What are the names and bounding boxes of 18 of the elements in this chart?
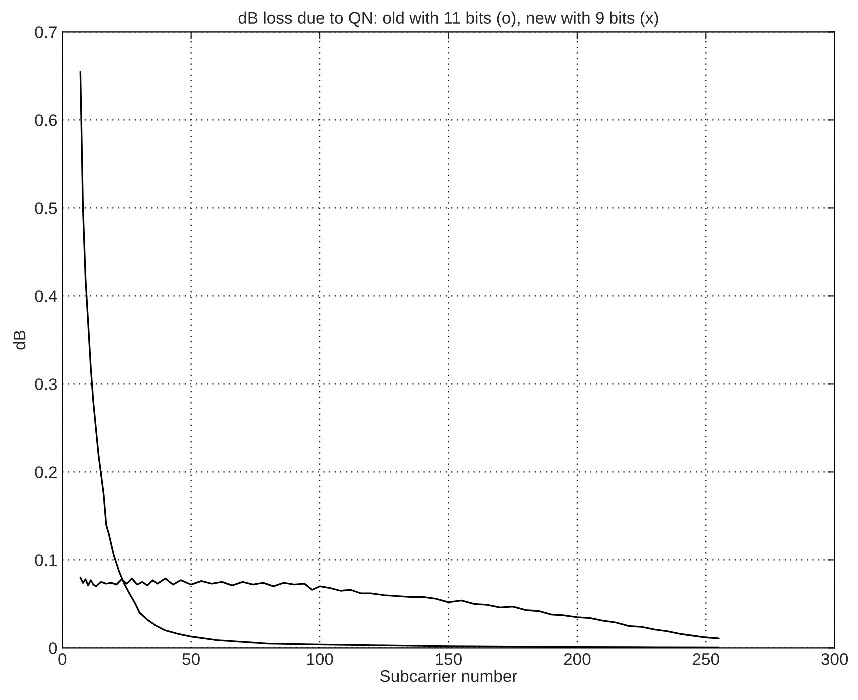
- x-tick-label: 150: [436, 654, 462, 666]
- y-tick-label: 0.2: [35, 466, 57, 478]
- x-tick-label: 50: [182, 654, 200, 666]
- y-tick-label: 0.5: [35, 202, 58, 214]
- y-tick-label: 0: [49, 642, 58, 654]
- y-axis-title: dB: [14, 330, 26, 350]
- chart-title: dB loss due to QN: old with 11 bits (o), new with 9 bits (x): [238, 12, 658, 28]
- x-tick-label: 250: [693, 654, 720, 666]
- y-tick-label: 0.4: [35, 290, 58, 302]
- x-tick-label: 200: [564, 654, 591, 666]
- y-tick-label: 0.1: [35, 554, 57, 566]
- y-tick-label: 0.3: [35, 378, 58, 390]
- x-tick-label: 300: [822, 654, 848, 666]
- y-tick-label: 0.6: [35, 114, 58, 126]
- x-axis-title: Subcarrier number: [380, 670, 518, 682]
- x-tick-label: 0: [58, 654, 67, 666]
- y-tick-label: 0.7: [35, 26, 57, 38]
- x-tick-label: 100: [307, 654, 334, 666]
